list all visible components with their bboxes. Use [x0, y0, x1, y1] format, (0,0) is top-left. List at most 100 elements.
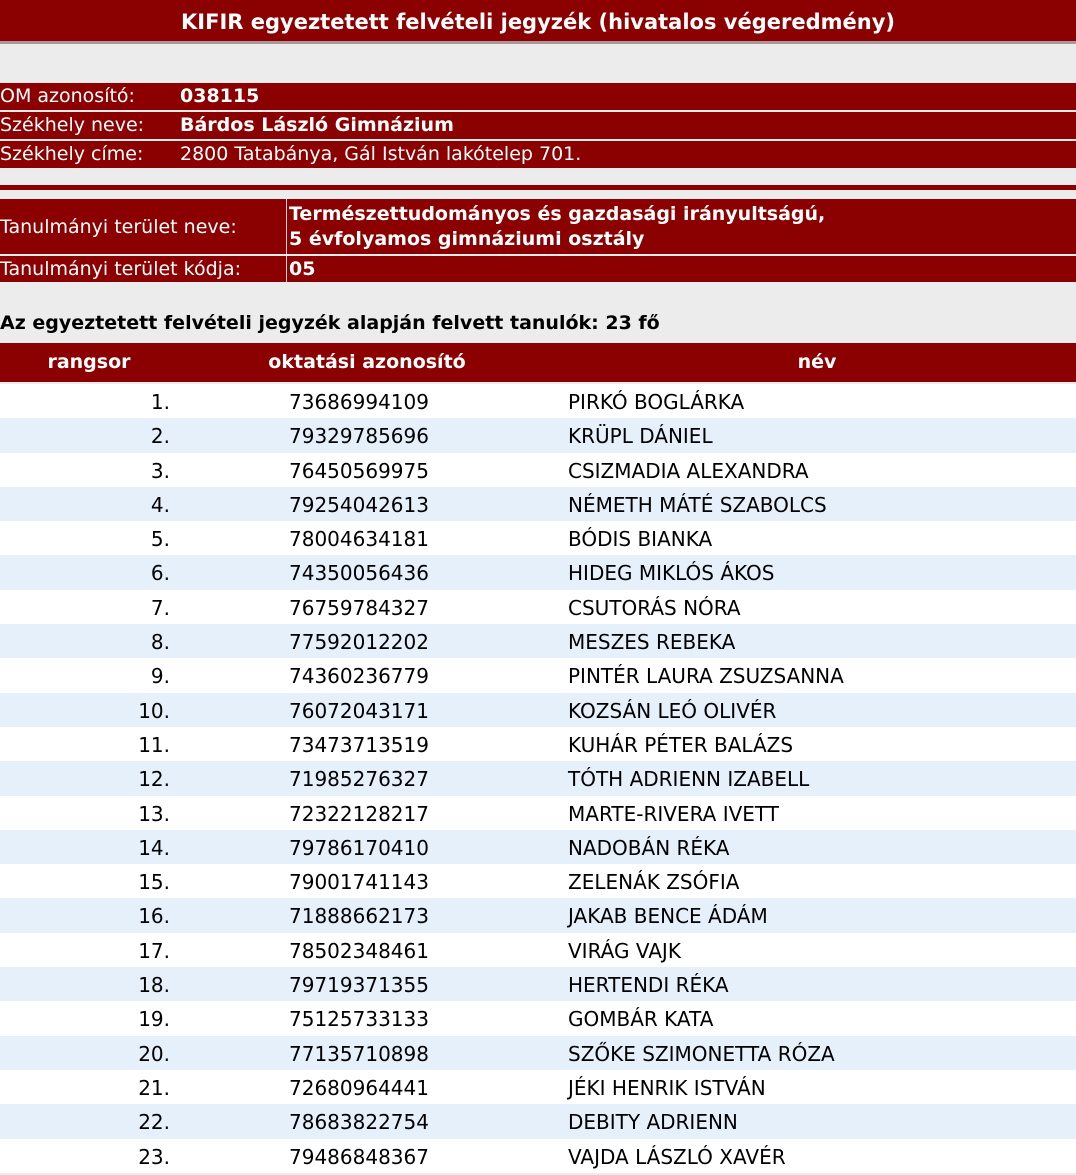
column-header-name: név: [797, 351, 837, 373]
table-row: 12. 71985276327 TÓTH ADRIENN IZABELL: [0, 761, 1076, 796]
om-id-row: OM azonosító: 038115: [0, 83, 1076, 110]
education-id-cell: 77592012202: [289, 630, 429, 655]
education-id-cell: 77135710898: [289, 1041, 429, 1066]
om-id-label: OM azonosító:: [0, 85, 135, 107]
rank-cell: 13.: [138, 801, 170, 826]
name-cell: GOMBÁR KATA: [568, 1007, 714, 1032]
name-cell: PIRKÓ BOGLÁRKA: [568, 390, 745, 414]
table-row: 13. 72322128217 MARTE-RIVERA IVETT: [0, 795, 1076, 830]
education-id-cell: 72322128217: [289, 801, 429, 826]
education-id-cell: 79001741143: [289, 870, 429, 895]
table-row: 15. 79001741143 ZELENÁK ZSÓFIA: [0, 864, 1076, 899]
rank-cell: 6.: [150, 561, 170, 586]
education-id-cell: 78683822754: [289, 1110, 429, 1135]
rank-cell: 15.: [138, 870, 170, 895]
name-cell: PINTÉR LAURA ZSUZSANNA: [568, 664, 844, 689]
school-address-label: Székhely címe:: [0, 143, 144, 165]
column-header-id: oktatási azonosító: [268, 351, 466, 373]
name-cell: KRÜPL DÁNIEL: [568, 424, 713, 449]
name-cell: TÓTH ADRIENN IZABELL: [568, 767, 810, 792]
table-row: 16. 71888662173 JAKAB BENCE ÁDÁM: [0, 898, 1076, 933]
table-row: 2. 79329785696 KRÜPL DÁNIEL: [0, 418, 1076, 453]
education-id-cell: 76450569975: [289, 458, 429, 483]
admitted-count-heading: Az egyeztetett felvételi jegyzék alapján…: [0, 312, 660, 334]
name-cell: SZŐKE SZIMONETTA RÓZA: [568, 1041, 835, 1066]
name-cell: NADOBÁN RÉKA: [568, 835, 730, 860]
study-area-name-line2: 5 évfolyamos gimnáziumi osztály: [289, 227, 645, 250]
school-name-value: Bárdos László Gimnázium: [180, 114, 454, 136]
education-id-cell: 76759784327: [289, 595, 429, 620]
school-name-row: Székhely neve: Bárdos László Gimnázium: [0, 112, 1076, 139]
rank-cell: 3.: [150, 458, 170, 483]
rank-cell: 12.: [138, 767, 170, 792]
rank-cell: 23.: [138, 1144, 170, 1169]
table-row: 19. 75125733133 GOMBÁR KATA: [0, 1001, 1076, 1036]
name-cell: CSIZMADIA ALEXANDRA: [568, 458, 809, 483]
table-row: 11. 73473713519 KUHÁR PÉTER BALÁZS: [0, 726, 1076, 762]
table-row: 20. 77135710898 SZŐKE SZIMONETTA RÓZA: [0, 1035, 1076, 1070]
education-id-cell: 72680964441: [289, 1075, 429, 1100]
name-cell: HIDEG MIKLÓS ÁKOS: [568, 561, 775, 586]
name-cell: ZELENÁK ZSÓFIA: [568, 870, 740, 895]
education-id-cell: 71985276327: [289, 767, 429, 792]
school-name-label: Székhely neve:: [0, 114, 145, 136]
rank-cell: 8.: [150, 630, 170, 655]
table-row: 23. 79486848367 VAJDA LÁSZLÓ XAVÉR: [0, 1138, 1076, 1173]
name-cell: KOZSÁN LEÓ OLIVÉR: [568, 698, 777, 723]
education-id-cell: 78502348461: [289, 938, 429, 963]
name-cell: KUHÁR PÉTER BALÁZS: [568, 732, 794, 757]
education-id-cell: 73686994109: [289, 390, 429, 414]
study-area-name-row: Tanulmányi terület neve: Természettudomá…: [0, 199, 1076, 254]
education-id-cell: 71888662173: [289, 904, 429, 929]
rank-cell: 2.: [150, 424, 170, 449]
rank-cell: 20.: [138, 1041, 170, 1066]
rank-cell: 11.: [138, 732, 170, 757]
om-id-value: 038115: [180, 85, 260, 107]
education-id-cell: 79719371355: [289, 973, 429, 998]
school-address-value: 2800 Tatabánya, Gál István lakótelep 701…: [180, 143, 582, 165]
education-id-cell: 79329785696: [289, 424, 429, 449]
name-cell: VIRÁG VAJK: [568, 938, 681, 963]
study-area-name-label: Tanulmányi terület neve:: [0, 199, 287, 254]
study-area-code-value: 05: [289, 257, 316, 280]
rank-cell: 9.: [150, 664, 170, 689]
study-area-name-value: Természettudományos és gazdasági irányul…: [287, 199, 825, 254]
rank-cell: 5.: [150, 527, 170, 552]
table-row: 3. 76450569975 CSIZMADIA ALEXANDRA: [0, 452, 1076, 487]
name-cell: VAJDA LÁSZLÓ XAVÉR: [568, 1144, 786, 1169]
name-cell: HERTENDI RÉKA: [568, 973, 729, 998]
table-row: 9. 74360236779 PINTÉR LAURA ZSUZSANNA: [0, 658, 1076, 693]
rank-cell: 18.: [138, 973, 170, 998]
rank-cell: 1.: [150, 390, 170, 414]
name-cell: JAKAB BENCE ÁDÁM: [568, 904, 768, 929]
school-address-row: Székhely címe: 2800 Tatabánya, Gál István…: [0, 141, 1076, 168]
table-row: 14. 79786170410 NADOBÁN RÉKA: [0, 829, 1076, 865]
table-row: 18. 79719371355 HERTENDI RÉKA: [0, 967, 1076, 1002]
name-cell: BÓDIS BIANKA: [568, 527, 713, 552]
name-cell: NÉMETH MÁTÉ SZABOLCS: [568, 492, 827, 517]
column-header-rank: rangsor: [47, 351, 131, 373]
name-cell: MARTE-RIVERA IVETT: [568, 801, 779, 826]
education-id-cell: 76072043171: [289, 698, 429, 723]
education-id-cell: 78004634181: [289, 527, 429, 552]
education-id-cell: 74360236779: [289, 664, 429, 689]
table-row: 10. 76072043171 KOZSÁN LEÓ OLIVÉR: [0, 692, 1076, 727]
table-row: 4. 79254042613 NÉMETH MÁTÉ SZABOLCS: [0, 486, 1076, 522]
table-row: 8. 77592012202 MESZES REBEKA: [0, 624, 1076, 659]
table-row: 21. 72680964441 JÉKI HENRIK ISTVÁN: [0, 1069, 1076, 1105]
education-id-cell: 74350056436: [289, 561, 429, 586]
rank-cell: 17.: [138, 938, 170, 963]
table-row: 7. 76759784327 CSUTORÁS NÓRA: [0, 589, 1076, 625]
name-cell: JÉKI HENRIK ISTVÁN: [568, 1075, 766, 1100]
name-cell: DEBITY ADRIENN: [568, 1110, 738, 1135]
rank-cell: 21.: [138, 1075, 170, 1100]
study-area-code-row: Tanulmányi terület kódja: 05: [0, 256, 1076, 282]
rank-cell: 10.: [138, 698, 170, 723]
table-row: 22. 78683822754 DEBITY ADRIENN: [0, 1104, 1076, 1139]
education-id-cell: 79786170410: [289, 835, 429, 860]
study-area-name-line1: Természettudományos és gazdasági irányul…: [289, 202, 826, 225]
page-title: KIFIR egyeztetett felvételi jegyzék (hiv…: [0, 0, 1076, 44]
rank-cell: 16.: [138, 904, 170, 929]
name-cell: CSUTORÁS NÓRA: [568, 595, 741, 620]
divider: [0, 185, 1076, 190]
